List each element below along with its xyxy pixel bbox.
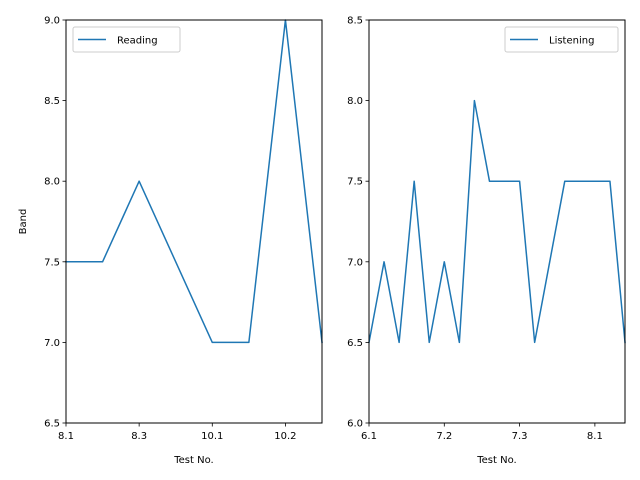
listening-x-tick-label: 7.2	[436, 431, 452, 442]
listening-x-tick-label: 6.1	[361, 431, 377, 442]
reading-y-tick-label: 9.0	[44, 16, 60, 27]
reading-axes-frame	[65, 19, 323, 424]
reading-x-tick-label: 8.3	[131, 431, 147, 442]
listening-legend-label: Listening	[549, 36, 594, 47]
listening-legend: Listening	[504, 26, 619, 53]
reading-plot-area	[65, 19, 323, 344]
reading-x-axis-label: Test No.	[173, 455, 213, 466]
reading-x-axis: 8.1 8.3 10.1 10.2	[58, 423, 297, 442]
listening-y-tick-label: 7.5	[347, 177, 363, 188]
listening-x-axis: 6.1 7.2 7.3 8.1	[361, 423, 603, 442]
reading-y-axis-label: Band	[18, 209, 29, 235]
listening-y-tick-label: 7.0	[347, 257, 363, 268]
listening-y-tick-label: 8.5	[347, 16, 363, 27]
listening-x-axis-label: Test No.	[476, 455, 516, 466]
reading-series-line	[65, 19, 323, 344]
listening-legend-box	[504, 26, 619, 53]
listening-x-tick-label: 7.3	[512, 431, 528, 442]
reading-x-tick-label: 10.2	[274, 431, 296, 442]
listening-y-tick-label: 6.0	[347, 419, 363, 430]
listening-x-tick-label: 8.1	[587, 431, 603, 442]
listening-series-line	[368, 99, 626, 344]
listening-y-tick-label: 6.5	[347, 338, 363, 349]
reading-legend-box	[72, 26, 181, 53]
listening-y-axis: 6.0 6.5 7.0 7.5 8.0 8.5	[347, 16, 369, 430]
reading-y-tick-label: 8.5	[44, 96, 60, 107]
reading-legend-label: Reading	[117, 36, 158, 47]
listening-y-tick-label: 8.0	[347, 96, 363, 107]
reading-y-axis: 6.5 7.0 7.5 8.0 8.5 9.0	[44, 16, 66, 430]
reading-y-tick-label: 8.0	[44, 177, 60, 188]
reading-x-tick-label: 10.1	[201, 431, 223, 442]
reading-x-tick-label: 8.1	[58, 431, 74, 442]
listening-axes-frame	[368, 19, 626, 424]
reading-chart: 6.5 7.0 7.5 8.0 8.5 9.0 8.1 8.3 10.1 10.2 Test N…	[18, 16, 323, 466]
reading-y-tick-label: 6.5	[44, 419, 60, 430]
listening-plot-area	[368, 99, 626, 344]
reading-legend: Reading	[72, 26, 181, 53]
reading-y-tick-label: 7.0	[44, 338, 60, 349]
listening-chart: 6.0 6.5 7.0 7.5 8.0 8.5 6.1 7.2 7.3 8.1 Test No.…	[347, 16, 626, 466]
reading-y-tick-label: 7.5	[44, 257, 60, 268]
